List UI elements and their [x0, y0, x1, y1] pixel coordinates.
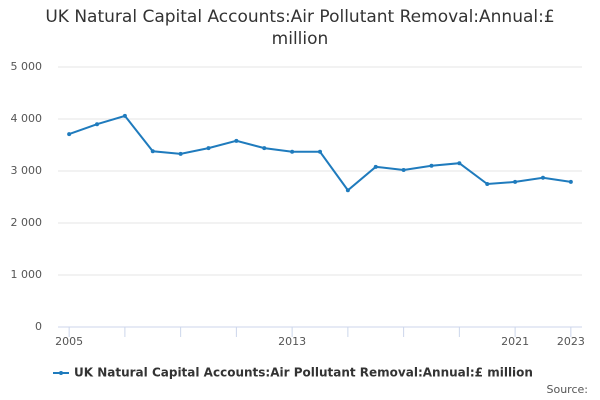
- data-point: [345, 188, 350, 193]
- y-tick-label: 2 000: [11, 216, 43, 229]
- data-point: [67, 132, 72, 137]
- data-point: [485, 182, 490, 186]
- data-point: [457, 161, 462, 166]
- legend-marker: [59, 371, 63, 375]
- data-point: [513, 179, 518, 184]
- data-point: [262, 146, 267, 151]
- data-point: [290, 149, 295, 154]
- x-tick-label: 2005: [55, 335, 83, 348]
- data-point: [401, 167, 406, 172]
- x-tick-label: 2013: [278, 335, 306, 348]
- data-point: [568, 179, 573, 184]
- data-point: [95, 122, 100, 127]
- data-point: [318, 149, 322, 154]
- y-tick-label: 3 000: [11, 164, 43, 177]
- data-point: [122, 113, 127, 118]
- x-tick-label: 2023: [557, 335, 585, 348]
- data-point: [540, 175, 545, 180]
- chart-title: UK Natural Capital Accounts:Air Pollutan…: [45, 7, 555, 49]
- data-point: [373, 164, 378, 169]
- y-tick-label: 4 000: [11, 112, 43, 125]
- data-point: [429, 163, 434, 168]
- data-point: [206, 146, 211, 151]
- data-point: [234, 138, 239, 143]
- legend-label: UK Natural Capital Accounts:Air Pollutan…: [74, 366, 533, 380]
- source: Source:: [547, 383, 589, 396]
- x-tick-label: 2021: [501, 335, 529, 348]
- data-point: [178, 151, 183, 156]
- y-tick-label: 5 000: [11, 60, 43, 73]
- y-tick-label: 0: [35, 320, 42, 333]
- y-tick-label: 1 000: [11, 268, 43, 281]
- data-point: [150, 149, 155, 154]
